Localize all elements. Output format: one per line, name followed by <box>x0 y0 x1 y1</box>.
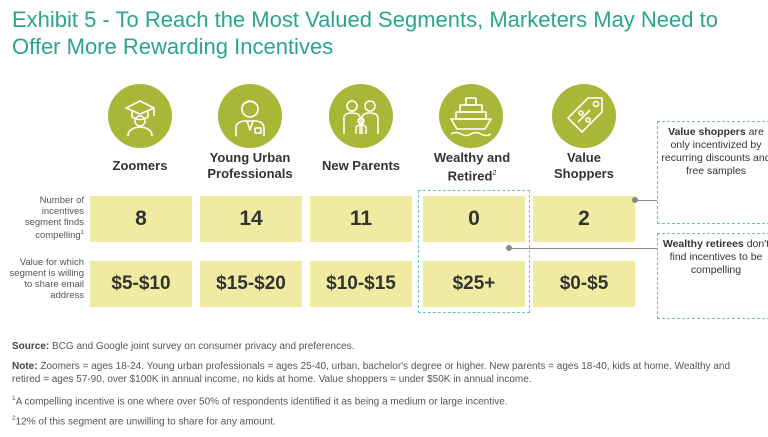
segment-label-line: Shoppers <box>554 166 614 181</box>
row-label-email-value: Value for which segment is willing to sh… <box>9 257 84 301</box>
email-value-cell: $15-$20 <box>200 261 302 307</box>
segment-label-line: Value <box>567 150 601 165</box>
footnote-marker: 1 <box>80 230 84 236</box>
incentive-count-cell: 14 <box>200 196 302 242</box>
graduate-icon <box>108 84 172 148</box>
segment-label-line: Retired <box>447 168 493 184</box>
footnote-2: 212% of this segment are unwilling to sh… <box>12 415 276 428</box>
segment-label-new-parents: New Parents <box>307 158 415 174</box>
email-value-cell: $0-$5 <box>533 261 635 307</box>
price-tag-icon <box>552 84 616 148</box>
callout-value-shoppers: Value shoppers are only incentivized by … <box>657 121 768 224</box>
source-note: Source: BCG and Google joint survey on c… <box>12 341 355 352</box>
segment-label-line: New Parents <box>321 158 401 173</box>
definitions-note: Note: Zoomers = ages 18-24. Young urban … <box>12 361 731 385</box>
incentive-count-cell: 2 <box>533 196 635 242</box>
segment-label-wealthy-and-retired: Wealthy and Retired2 <box>418 150 526 184</box>
segment-label-line: Young Urban <box>209 150 291 165</box>
email-value-cell: $25+ <box>423 261 525 307</box>
email-value-cell: $10-$15 <box>310 261 412 307</box>
callout-bold: Value shoppers <box>668 126 746 138</box>
incentive-count-cell: 11 <box>310 196 412 242</box>
professional-icon <box>218 84 282 148</box>
segment-label-zoomers: Zoomers <box>86 158 194 174</box>
segment-label-value-shoppers: Value Shoppers <box>530 150 638 182</box>
incentive-count-cell: 0 <box>423 196 525 242</box>
callout-text: are only incentivized by recurring disco… <box>661 126 768 177</box>
incentive-count-cell: 8 <box>90 196 192 242</box>
family-icon <box>329 84 393 148</box>
page-title: Exhibit 5 - To Reach the Most Valued Seg… <box>12 7 718 59</box>
footnote-marker: 2 <box>492 170 497 177</box>
email-value-cell: $5-$10 <box>90 261 192 307</box>
footnote-1: 1A compelling incentive is one where ove… <box>12 395 508 408</box>
segment-label-line: Wealthy and <box>433 150 511 165</box>
callout-wealthy-retirees: Wealthy retirees don't find incentives t… <box>657 233 768 319</box>
row-label-incentive-count: Number of incentives segment finds compe… <box>24 195 84 242</box>
cruise-ship-icon <box>439 84 503 148</box>
leader-line-value-shoppers <box>635 200 657 201</box>
segment-label-young-urban-professionals: Young Urban Professionals <box>196 150 304 182</box>
callout-bold: Wealthy retirees <box>662 238 744 250</box>
wealthy-retired-highlight <box>418 190 530 313</box>
segment-label-line: Professionals <box>207 166 293 181</box>
leader-line-wealthy-retirees <box>509 248 657 249</box>
callout-text: don't find incentives to be compelling <box>669 238 768 276</box>
segment-label-line: Zoomers <box>112 158 168 173</box>
